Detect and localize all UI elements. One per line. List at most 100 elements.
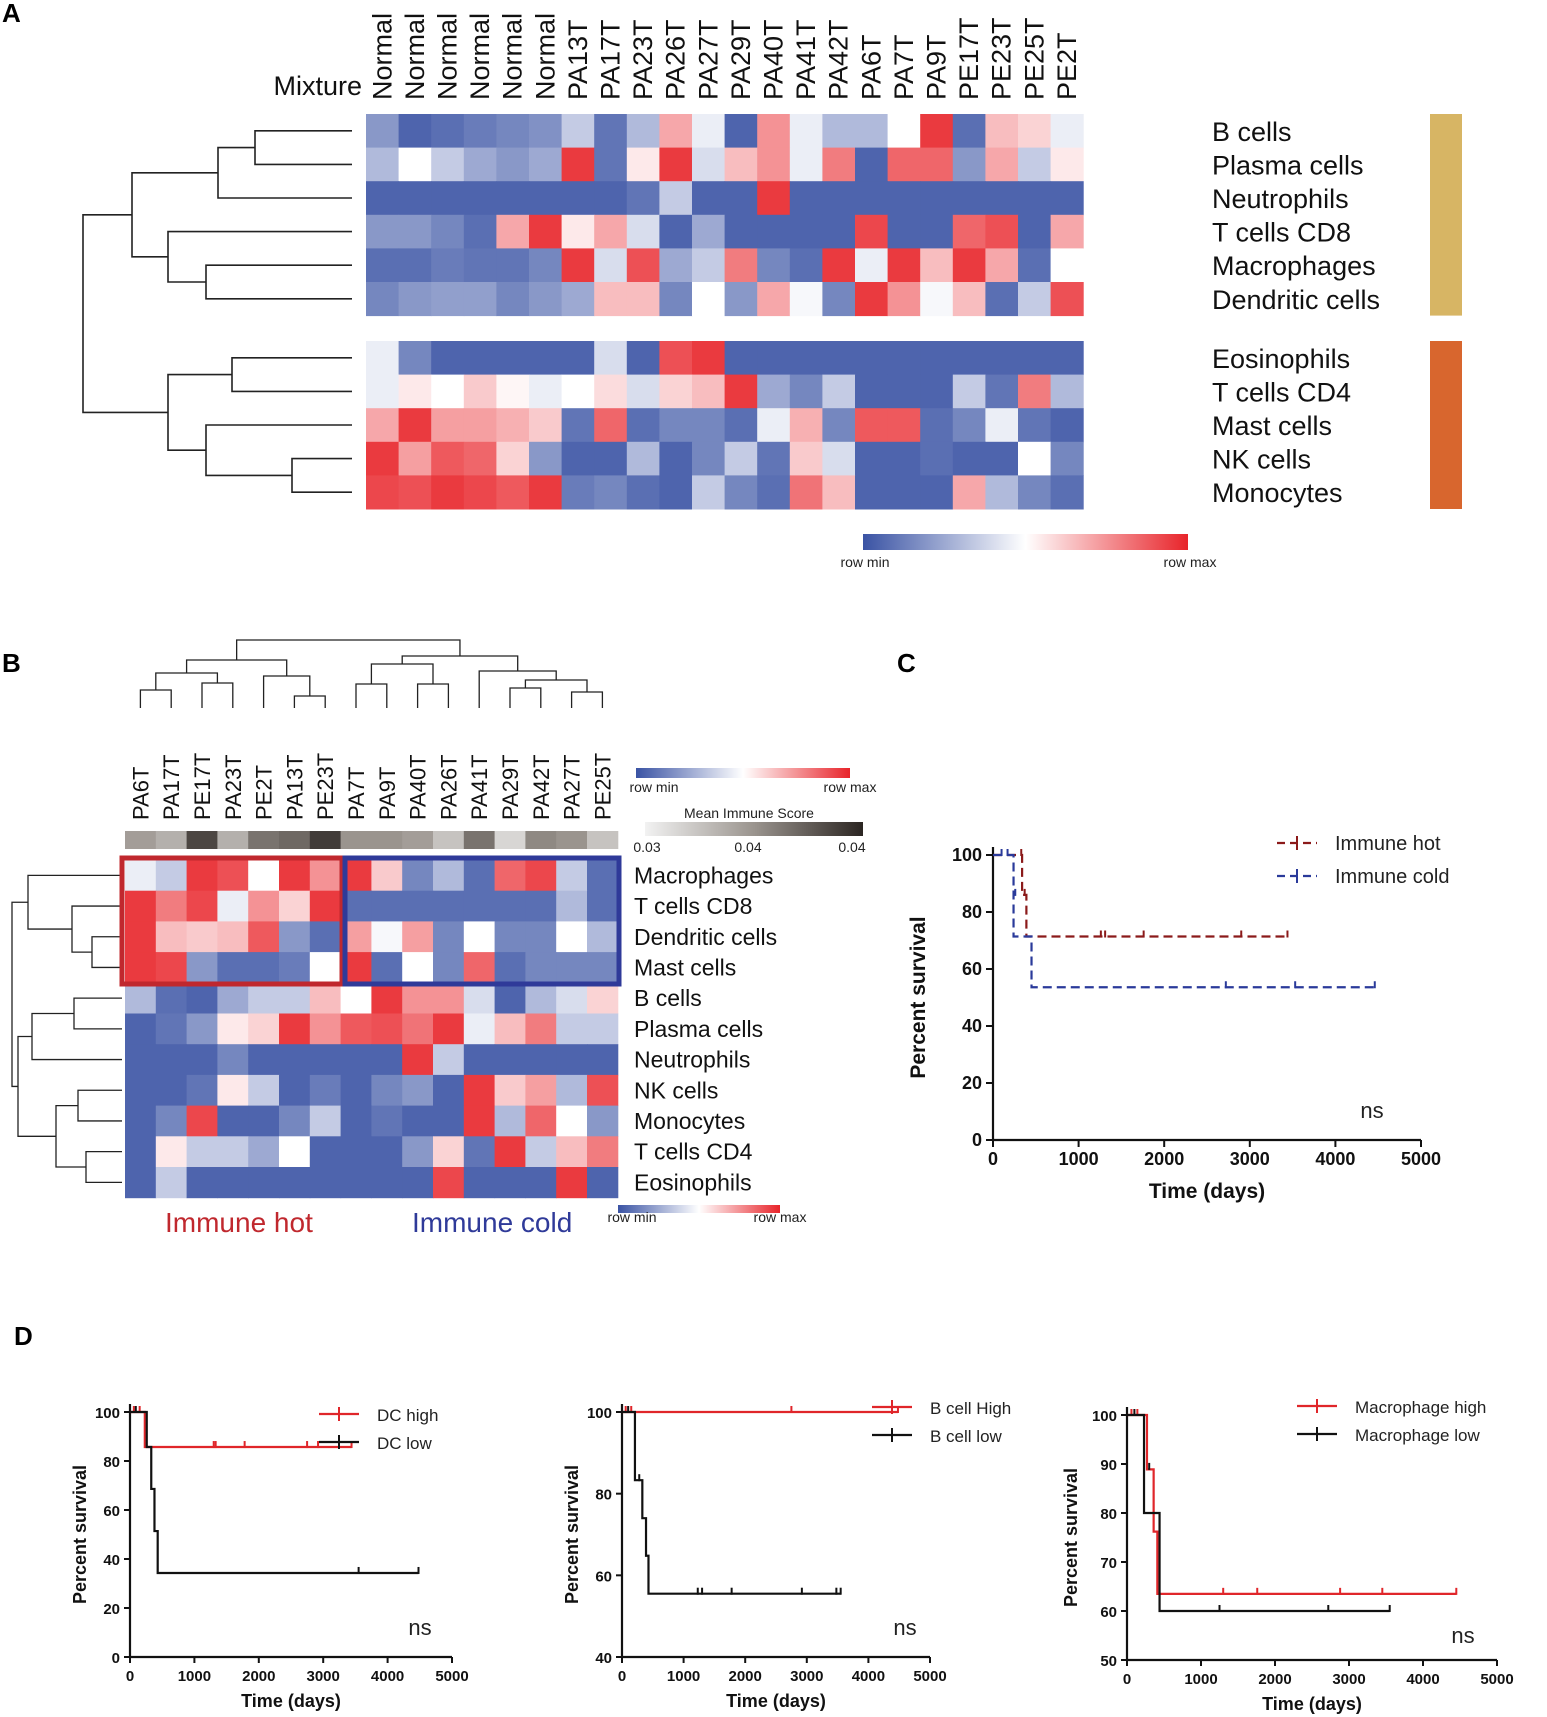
panel-a-heatmap: Mixture Normal Normal Normal Normal Normal No… <box>82 13 1462 570</box>
panel-a-cell <box>952 114 986 149</box>
column-dendrogram-branch <box>235 639 461 660</box>
panel-a-cell <box>659 114 693 149</box>
panel-b-cell <box>125 1074 157 1107</box>
panel-a-cell <box>920 475 954 510</box>
panel-a-cell <box>366 248 400 283</box>
panel-a-cell <box>822 374 856 409</box>
column-dendrogram-branch <box>155 672 219 690</box>
panel-b-cell <box>463 952 496 984</box>
panel-b-cell <box>525 860 557 892</box>
panel-a-cell <box>626 181 660 216</box>
panel-b-heatmap: PA6T PA17T PE17T PA23T PE2T PA13T PE23T PA7T PA9… <box>11 639 876 1238</box>
panel-b-cell <box>155 921 188 953</box>
panel-b-cell <box>402 860 434 892</box>
panel-a-cell <box>952 248 986 283</box>
x-tick-label: 0 <box>1123 1671 1131 1688</box>
legend-label: Macrophage high <box>1355 1398 1486 1417</box>
panel-a-cell <box>789 441 823 476</box>
panel-b-cell <box>217 952 249 984</box>
panel-b-cell <box>556 890 588 922</box>
panel-a-cell <box>985 248 1019 283</box>
panel-a-cell <box>659 282 693 317</box>
panel-b-cell <box>217 1013 249 1045</box>
panel-a-col-label: Normal <box>433 13 463 100</box>
panel-b-cell <box>155 890 188 922</box>
panel-b-cell <box>556 860 588 892</box>
mean-immune-score-cell <box>217 831 249 849</box>
panel-b-col-label: PA42T <box>529 754 554 820</box>
panel-b-cell <box>463 1167 496 1199</box>
panel-a-cell <box>985 408 1019 443</box>
panel-a-cell <box>920 248 954 283</box>
panel-a-cell <box>626 341 660 376</box>
row-dendrogram-branch <box>31 1012 122 1061</box>
panel-a-cell <box>887 475 921 510</box>
panel-b-cell <box>525 1044 557 1076</box>
panel-a-cell <box>692 475 726 510</box>
immune-hot-box <box>119 855 345 987</box>
panel-a-row-dendrogram <box>82 130 352 494</box>
panel-b-cell <box>279 860 311 892</box>
score-tick-1: 0.04 <box>734 839 761 855</box>
panel-a-cell <box>920 181 954 216</box>
panel-a-cell <box>659 374 693 409</box>
x-tick-label: 5000 <box>913 1668 946 1685</box>
panel-a-cell <box>822 441 856 476</box>
survival-plot-d1: 0 1000 2000 3000 4000 5000 0 20 40 60 80 100 Time (d… <box>70 1404 469 1711</box>
panel-a-cell <box>561 214 595 249</box>
panel-a-cell <box>1050 282 1084 317</box>
mean-immune-score-cell <box>248 831 280 849</box>
panel-a-cell <box>985 181 1019 216</box>
panel-a-cluster-bars <box>1430 114 1462 509</box>
survival-curve-b-cell-low <box>622 1410 841 1595</box>
legend-label: Macrophage low <box>1355 1426 1480 1445</box>
x-axis-title: Time (days) <box>726 1691 826 1711</box>
dendrogram-branch <box>205 264 352 300</box>
panel-a-cell <box>724 248 758 283</box>
panel-b-cell <box>125 890 157 922</box>
panel-b-cell <box>463 982 496 1014</box>
panel-b-col-label: PA27T <box>560 754 585 820</box>
panel-a-colorbar <box>863 534 1188 550</box>
panel-a-cell <box>855 248 889 283</box>
panel-a-cell <box>496 214 530 249</box>
panel-a-col-label: PA41T <box>791 19 821 100</box>
mean-immune-score-cell <box>371 831 403 849</box>
panel-a-cell <box>561 408 595 443</box>
panel-b-cell <box>217 1044 249 1076</box>
panel-a-cell <box>920 408 954 443</box>
x-tick-label: 3000 <box>790 1668 823 1685</box>
panel-a-cell <box>594 475 628 510</box>
panel-a-col-label: PA40T <box>759 19 789 100</box>
panel-a-cell <box>692 181 726 216</box>
panel-a-cell <box>855 181 889 216</box>
panel-b-cell <box>371 860 403 892</box>
panel-b-cell <box>248 1074 280 1107</box>
panel-a-cell <box>952 441 986 476</box>
survival-plot-d2: 0 1000 2000 3000 4000 5000 40 60 80 100 Time (days… <box>562 1399 1011 1711</box>
panel-b-row-label: T cells CD4 <box>634 1139 753 1165</box>
panel-b-cell <box>587 1105 619 1137</box>
panel-a-cell <box>822 341 856 376</box>
panel-b-row-label: T cells CD8 <box>634 893 752 919</box>
panel-a-cell <box>724 181 758 216</box>
panel-a-cell <box>529 475 563 510</box>
panel-a-cell <box>659 214 693 249</box>
panel-a-row-label: Mast cells <box>1212 411 1332 441</box>
panel-a-cell <box>952 214 986 249</box>
panel-b-cell <box>371 982 403 1014</box>
panel-a-cell <box>626 214 660 249</box>
panel-b-cell <box>525 982 557 1014</box>
mean-immune-score-cell <box>125 831 157 849</box>
panel-b-cell <box>279 1136 311 1168</box>
panel-a-cell <box>920 147 954 182</box>
x-tick-label: 4000 <box>1406 1671 1439 1688</box>
panel-b-legend-bottom-min: row min <box>607 1209 656 1225</box>
panel-a-cluster-bar-2 <box>1430 341 1462 509</box>
panel-a-cell <box>398 408 432 443</box>
mean-immune-score-cell <box>279 831 311 849</box>
panel-a-cell <box>724 282 758 317</box>
panel-a-cell <box>561 441 595 476</box>
panel-b-cell <box>402 982 434 1014</box>
